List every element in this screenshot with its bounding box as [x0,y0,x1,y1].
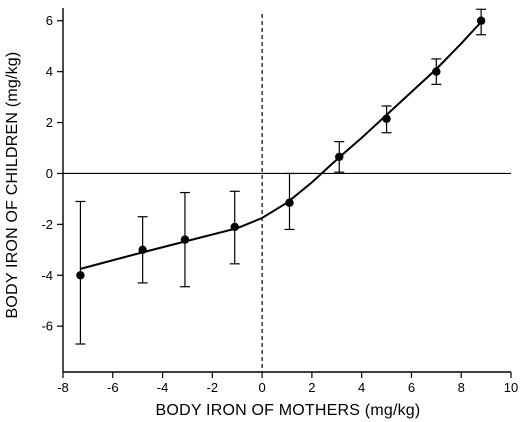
x-tick-label: 4 [358,380,365,395]
y-tick-label: -2 [41,217,53,232]
data-point [76,271,85,280]
y-tick-label: 0 [46,166,53,181]
x-tick-label: -6 [107,380,119,395]
ticks-layer: -8 -6 -4 -2 0 2 4 6 8 10 -6 -4 -2 0 2 4 6 [41,13,518,395]
x-tick-label: 2 [308,380,315,395]
data-point [335,152,344,162]
x-tick-label: 10 [504,380,518,395]
fit-curve-layer [80,21,482,270]
axes-layer [62,8,511,373]
y-tick-label: 2 [46,115,53,130]
y-tick-label: -6 [41,319,53,334]
x-tick-label: 8 [458,380,465,395]
reference-lines [63,14,511,372]
y-tick-label: 4 [46,64,53,79]
error-bars-layer [75,8,487,345]
y-tick-label: 6 [46,13,53,28]
data-point [138,245,147,255]
x-tick-label: -4 [157,380,169,395]
x-tick-label: 0 [258,380,265,395]
data-point [432,67,441,76]
fit-curve [80,21,482,270]
x-tick-label: -8 [57,380,69,395]
data-point [285,198,294,207]
data-point [230,222,239,232]
x-axis-title: BODY IRON OF MOTHERS (mg/kg) [156,402,421,419]
x-tick-label: 6 [408,380,415,395]
data-point [476,16,486,25]
y-axis-title: BODY IRON OF CHILDREN (mg/kg) [4,52,21,319]
x-tick-label: -2 [207,380,219,395]
data-point [382,114,391,123]
data-points-layer [76,16,486,280]
y-tick-label: -4 [41,268,53,283]
data-point [180,235,190,244]
